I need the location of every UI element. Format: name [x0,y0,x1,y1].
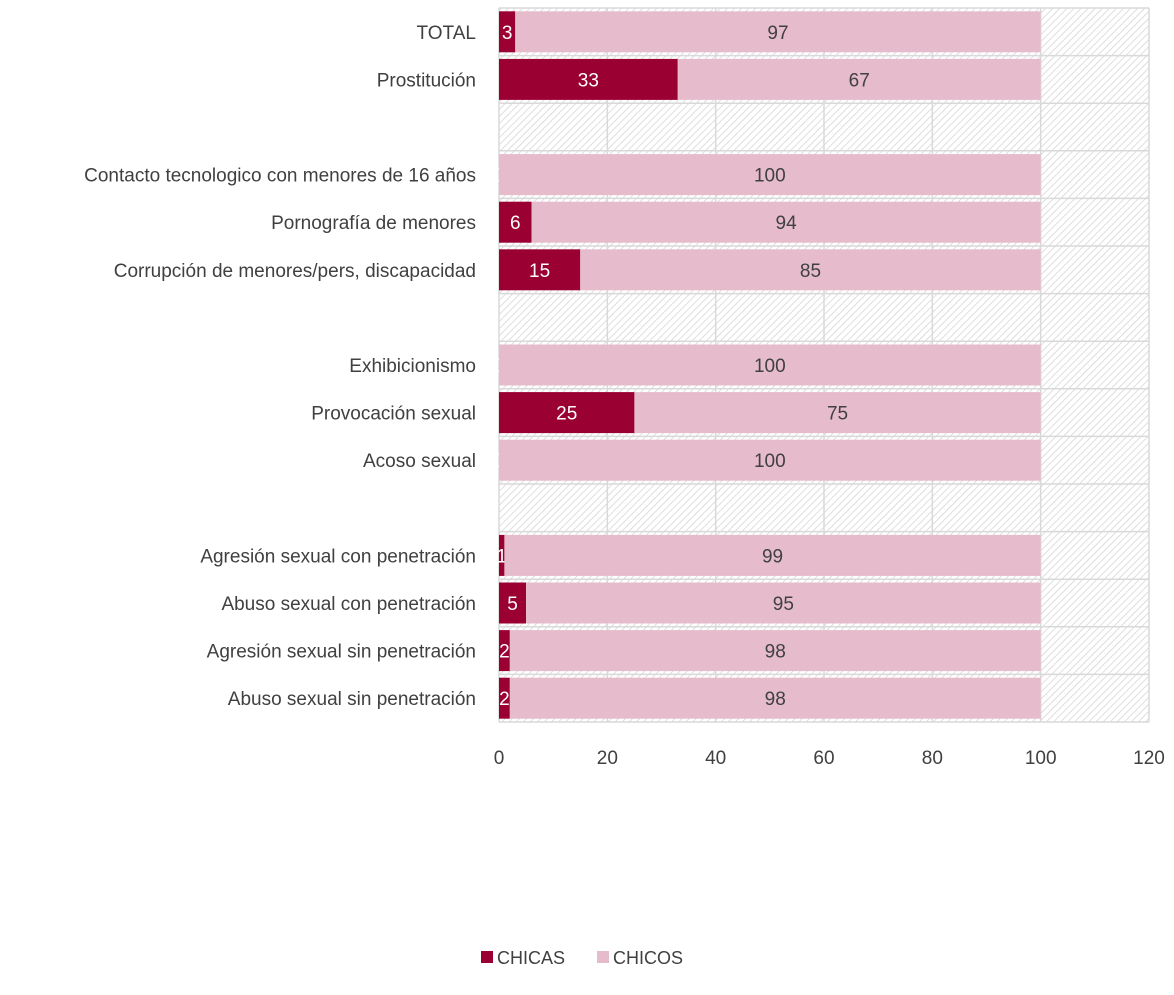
x-tick-label-4: 80 [922,748,943,769]
data-label-chicas-0: 3 [502,23,513,44]
x-tick-label-6: 120 [1133,748,1165,769]
category-label-0: TOTAL [417,23,476,44]
x-tick-label-0: 0 [494,748,505,769]
data-label-chicos-11: 99 [762,546,783,567]
bar-chicas-1 [499,58,678,100]
data-label-chicos-13: 98 [765,642,786,663]
bar-chicos-0 [515,11,1041,53]
category-label-1: Prostitución [377,70,476,91]
category-label-8: Provocación sexual [311,404,476,425]
bar-chicos-14 [509,677,1041,719]
bar-chicas-12 [499,582,527,624]
category-label-12: Abuso sexual con penetración [221,594,476,615]
bar-chicos-9 [499,439,1041,481]
bar-chicas-14 [499,677,510,719]
category-label-3: Contacto tecnologico con menores de 16 a… [84,166,476,187]
data-label-chicos-9: 100 [754,451,786,472]
data-label-chicos-4: 94 [776,213,798,234]
data-label-chicas-8: 25 [556,404,577,425]
category-label-5: Corrupción de menores/pers, discapacidad [114,261,476,282]
category-label-7: Exhibicionismo [349,356,476,377]
bar-chicos-5 [580,249,1041,291]
bar-chicos-12 [526,582,1041,624]
x-tick-label-3: 60 [813,748,834,769]
x-tick-label-5: 100 [1025,748,1057,769]
bar-chicos-3 [499,154,1041,196]
data-label-chicos-12: 95 [773,594,794,615]
x-axis-ticks: 0 20 40 60 80 100 120 [494,748,1165,769]
data-label-chicos-8: 75 [827,404,848,425]
category-labels: TOTAL Prostitución Contacto tecnologico co… [84,23,476,710]
bar-chicos-4 [531,201,1041,243]
data-label-chicas-4: 6 [510,213,521,234]
category-label-14: Abuso sexual sin penetración [228,689,476,710]
bar-chicos-11 [504,534,1041,576]
data-label-chicos-3: 100 [754,166,786,187]
gridlines [498,7,1150,723]
bar-chicos-1 [677,58,1041,100]
bar-chicas-13 [499,630,510,672]
bar-chicos-13 [509,630,1041,672]
legend-swatch-chicas [481,951,493,963]
bar-chicos-8 [634,392,1041,434]
category-label-4: Pornografía de menores [271,213,476,234]
data-label-chicos-5: 85 [800,261,821,282]
x-tick-label-2: 40 [705,748,726,769]
data-label-chicos-7: 100 [754,356,786,377]
data-label-chicas-13: 2 [499,642,510,663]
legend-label-chicas: CHICAS [497,948,565,968]
category-label-11: Agresión sexual con penetración [200,546,476,567]
legend-label-chicos: CHICOS [613,948,683,968]
bar-chicos-7 [499,344,1041,386]
data-label-chicas-1: 33 [578,70,599,91]
bars: 3973367010069415850100257501001995952982… [494,11,1041,719]
data-label-chicas-14: 2 [499,689,510,710]
data-label-chicos-14: 98 [765,689,786,710]
bar-chicas-4 [499,201,532,243]
bar-chicas-11 [499,534,505,576]
bar-chicas-5 [499,249,581,291]
bar-chicas-8 [499,392,635,434]
legend-swatch-chicos [597,951,609,963]
category-label-13: Agresión sexual sin penetración [207,642,476,663]
legend: CHICAS CHICOS [481,948,683,968]
x-tick-label-1: 20 [597,748,618,769]
data-label-chicas-12: 5 [507,594,518,615]
bar-chicas-0 [499,11,516,53]
data-label-chicas-5: 15 [529,261,550,282]
data-label-chicas-11: 1 [496,546,507,567]
category-label-9: Acoso sexual [363,451,476,472]
data-label-chicos-0: 97 [767,23,788,44]
data-label-chicos-1: 67 [849,70,870,91]
